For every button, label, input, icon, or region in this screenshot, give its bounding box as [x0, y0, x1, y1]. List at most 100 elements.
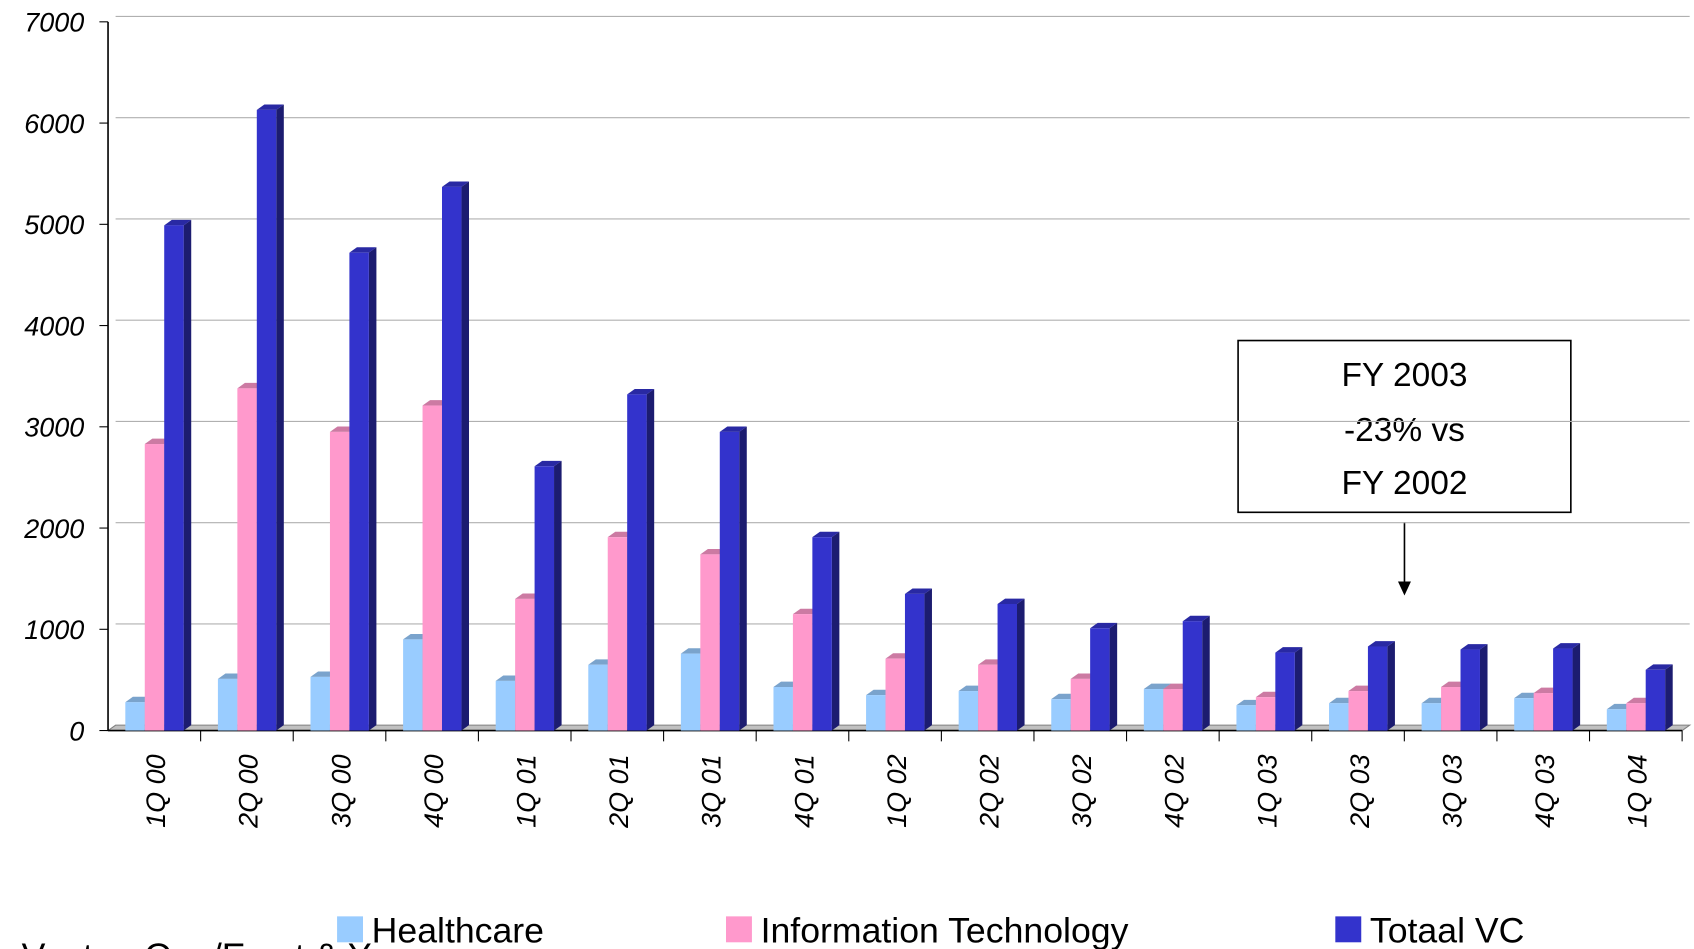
bar-side [1202, 615, 1210, 731]
bar-top [719, 426, 747, 432]
y-tick-label: 7000 [24, 8, 84, 38]
bar [1606, 709, 1627, 731]
x-tick-label: 4Q 03 [1530, 754, 1560, 828]
bar [680, 653, 701, 731]
bar [1460, 649, 1480, 731]
bar [1275, 652, 1295, 731]
x-tick-label: 1Q 00 [141, 754, 171, 828]
bar-top [534, 460, 562, 467]
legend-swatch [337, 916, 363, 943]
bar [1255, 697, 1276, 731]
bar [1182, 621, 1203, 731]
bar-top [627, 389, 655, 395]
bar-side [461, 181, 470, 731]
bar-top [997, 598, 1025, 604]
bar-side [1016, 598, 1025, 731]
x-tick-label: 1Q 02 [882, 754, 912, 828]
bar-top [1645, 664, 1673, 670]
bar [1441, 687, 1461, 731]
bar [1348, 691, 1368, 731]
x-tick-label: 4Q 00 [419, 754, 449, 828]
bar-side [276, 104, 284, 731]
annotation-text: -23% vs [1344, 412, 1465, 449]
bar [237, 388, 257, 731]
x-tick-label: 2Q 01 [604, 754, 634, 829]
bar-side [924, 588, 932, 731]
x-tick-label: 3Q 03 [1437, 754, 1467, 828]
bar [885, 658, 905, 731]
bar-top [1143, 683, 1171, 690]
bar [627, 394, 647, 731]
bar [1236, 705, 1256, 731]
annotation-arrowhead [1397, 581, 1411, 596]
bar [1645, 669, 1666, 731]
bar-side [831, 531, 840, 731]
y-tick-label: 6000 [24, 109, 84, 139]
bar [1421, 703, 1442, 731]
y-tick-label: 3000 [24, 413, 84, 443]
bar-side [1109, 622, 1118, 731]
bar-side [739, 426, 747, 731]
bar [1070, 678, 1091, 731]
bar [700, 554, 720, 731]
y-tick-label: 2000 [23, 514, 84, 544]
bar [792, 614, 813, 731]
bar [1329, 703, 1349, 731]
bar-side [183, 219, 192, 731]
bar-side [554, 460, 562, 731]
bar [1143, 689, 1164, 731]
bar [1367, 646, 1388, 731]
x-tick-label: 2Q 00 [234, 754, 264, 829]
legend-swatch [726, 916, 752, 943]
x-tick-label: 3Q 00 [326, 754, 356, 828]
bar [495, 680, 516, 731]
bar [719, 431, 740, 731]
bar-side [1387, 641, 1395, 731]
bar [125, 702, 145, 731]
bar-top [164, 219, 192, 226]
bar-side [1479, 644, 1488, 731]
annotation-text: FY 2002 [1341, 465, 1467, 502]
bar [958, 691, 979, 731]
y-tick-label: 1000 [24, 615, 84, 645]
bar-side [1294, 647, 1303, 731]
x-tick-label: 1Q 04 [1623, 754, 1653, 828]
bar-top [441, 181, 470, 187]
bar [403, 639, 423, 731]
annotation-text: FY 2003 [1341, 357, 1467, 394]
bar [349, 252, 369, 731]
legend-label: Totaal VC [1370, 910, 1525, 949]
legend-label: Information Technology [761, 910, 1129, 949]
bar [217, 678, 238, 731]
bar [588, 664, 608, 731]
bar-top [1182, 615, 1210, 622]
bar [164, 225, 184, 731]
x-tick-label: 3Q 01 [697, 754, 727, 828]
x-tick-label: 4Q 02 [1160, 754, 1190, 828]
bar-side [646, 389, 655, 731]
x-tick-label: 2Q 03 [1345, 754, 1375, 829]
bar-side [1572, 643, 1581, 731]
bar [904, 593, 925, 731]
bar-top [1090, 622, 1118, 629]
bar [1626, 703, 1646, 731]
bar-top [1553, 643, 1581, 649]
bar [1163, 689, 1183, 731]
bar [978, 664, 998, 731]
bar [997, 603, 1017, 731]
bar [1533, 693, 1554, 731]
bar-top [256, 104, 284, 110]
bar [1090, 628, 1110, 731]
bar [607, 537, 628, 731]
bar-side [368, 247, 377, 731]
bar [329, 431, 350, 731]
bar-top [1460, 644, 1488, 650]
y-tick-label: 0 [69, 716, 84, 746]
bar [422, 405, 442, 731]
bar [773, 687, 793, 731]
legend-label: Healthcare [372, 910, 544, 949]
bar-side [1665, 664, 1673, 731]
y-tick-label: 4000 [24, 311, 84, 341]
x-tick-label: 1Q 03 [1252, 754, 1282, 828]
